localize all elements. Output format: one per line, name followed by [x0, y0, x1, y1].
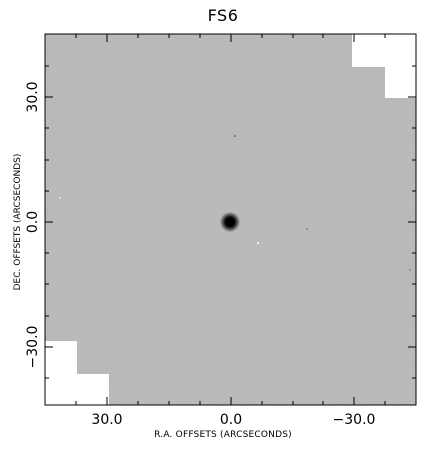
- y-tick-label: 30.0: [25, 81, 41, 112]
- sky-image: [45, 34, 416, 405]
- y-ticks: [45, 65, 416, 379]
- faint-source: [234, 135, 236, 137]
- blank-region-top-right: [352, 34, 416, 98]
- x-tick-label: 30.0: [91, 412, 122, 428]
- faint-source: [409, 269, 411, 271]
- y-tick-label: −30.0: [25, 326, 41, 369]
- figure-title: FS6: [207, 6, 239, 25]
- y-tick-label: 0.0: [25, 211, 41, 233]
- x-tick-label: −30.0: [333, 412, 376, 428]
- faint-source: [306, 228, 308, 230]
- x-axis-label: R.A. OFFSETS (ARCSECONDS): [154, 430, 292, 440]
- blank-region-bottom-left: [45, 341, 109, 405]
- central-star-core: [225, 217, 235, 227]
- hot-pixel: [257, 242, 259, 244]
- y-axis-label: DEC. OFFSETS (ARCSECONDS): [13, 154, 23, 291]
- x-ticks: [75, 34, 386, 405]
- x-tick-label: 0.0: [220, 412, 242, 428]
- hot-pixel: [59, 197, 61, 199]
